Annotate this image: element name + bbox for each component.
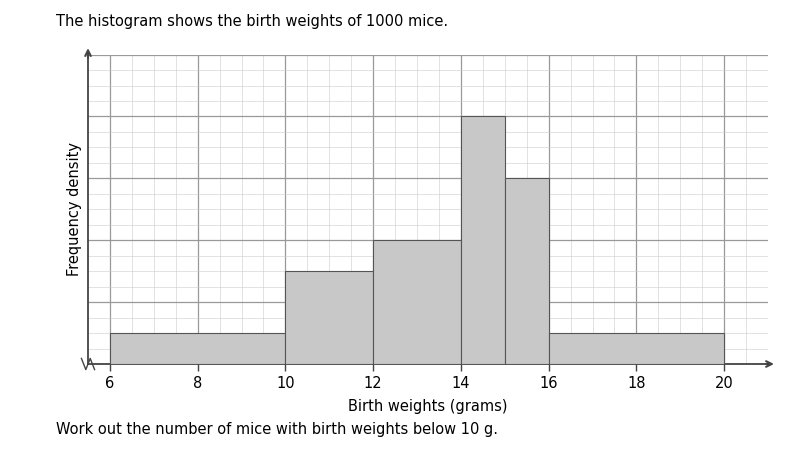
Bar [549,333,724,364]
Bar [286,271,373,364]
Y-axis label: Frequency density: Frequency density [67,142,82,276]
Bar [461,116,505,364]
Bar [373,240,461,364]
Bar [110,333,286,364]
Text: The histogram shows the birth weights of 1000 mice.: The histogram shows the birth weights of… [56,14,448,29]
Text: Work out the number of mice with birth weights below 10 g.: Work out the number of mice with birth w… [56,422,498,437]
Bar [505,178,549,364]
X-axis label: Birth weights (grams): Birth weights (grams) [348,399,508,414]
